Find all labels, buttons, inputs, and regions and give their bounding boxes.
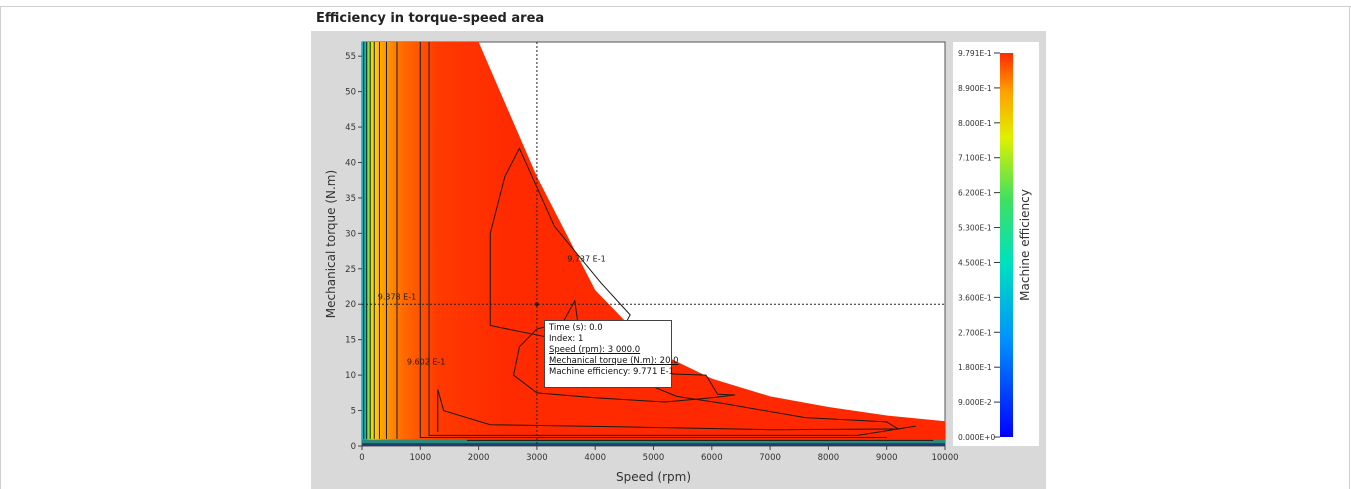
colorbar-tick-label: 6.200E-1 xyxy=(958,189,992,198)
y-tick-label: 5 xyxy=(351,407,356,417)
x-tick-label: 0 xyxy=(359,453,364,463)
colorbar-tick-label: 5.300E-1 xyxy=(958,224,992,233)
colorbar-tick-label: 7.100E-1 xyxy=(958,154,992,163)
x-tick-label: 1000 xyxy=(409,453,431,463)
y-tick-label: 50 xyxy=(345,88,356,98)
colorbar-tick-label: 9.000E-2 xyxy=(958,398,992,407)
tooltip-torque: Mechanical torque (N.m): 20.0 xyxy=(549,356,679,366)
y-tick-label: 0 xyxy=(351,442,356,452)
x-tick-label: 10000 xyxy=(931,453,958,463)
colorbar-tick-label: 8.000E-1 xyxy=(958,119,992,128)
colorbar-tick-label: 8.900E-1 xyxy=(958,84,992,93)
colorbar-label: Machine efficiency xyxy=(1018,189,1032,301)
colorbar-gradient xyxy=(1000,53,1013,437)
chart-title: Efficiency in torque-speed area xyxy=(316,11,545,26)
efficiency-contour xyxy=(428,42,916,436)
tooltip-time: Time (s): 0.0 xyxy=(549,323,603,333)
x-tick-label: 4000 xyxy=(584,453,606,463)
y-tick-label: 40 xyxy=(345,158,356,168)
efficiency-contour xyxy=(437,381,901,432)
x-tick-label: 6000 xyxy=(701,453,723,463)
tooltip-index: Index: 1 xyxy=(549,334,584,344)
colorbar-tick-label: 4.500E-1 xyxy=(958,258,992,267)
colorbar-tick-label: 3.600E-1 xyxy=(958,293,992,302)
y-tick-label: 15 xyxy=(345,336,356,346)
colorbar-tick-label: 2.700E-1 xyxy=(958,328,992,337)
y-tick-label: 55 xyxy=(345,52,356,62)
x-tick-label: 9000 xyxy=(876,453,898,463)
y-tick-label: 35 xyxy=(345,194,356,204)
x-tick-label: 5000 xyxy=(643,453,665,463)
colorbar-tick-label: 0.000E+0 xyxy=(958,433,995,442)
efficiency-contour xyxy=(419,42,887,438)
y-tick-label: 25 xyxy=(345,265,356,275)
frame-top-line xyxy=(0,6,1351,7)
contour-label: 9.602 E-1 xyxy=(407,357,445,366)
colorbar-panel xyxy=(953,42,1039,446)
frame-left-border xyxy=(0,6,1,489)
efficiency-fill xyxy=(362,42,945,446)
contour-label: 9.737 E-1 xyxy=(567,255,605,264)
x-tick-label: 2000 xyxy=(468,453,490,463)
low-torque-band xyxy=(362,439,945,446)
x-axis-label: Speed (rpm) xyxy=(616,470,691,484)
x-tick-label: 3000 xyxy=(526,453,548,463)
tooltip-efficiency: Machine efficiency: 9.771 E-1 xyxy=(549,367,674,377)
x-tick-label: 8000 xyxy=(818,453,840,463)
low-torque-band-dark xyxy=(362,443,945,446)
y-tick-label: 10 xyxy=(345,371,356,381)
y-tick-label: 45 xyxy=(345,123,356,133)
tooltip-speed: Speed (rpm): 3 000.0 xyxy=(549,345,641,355)
colorbar-tick-label: 9.791E-1 xyxy=(958,49,992,58)
cursor-point[interactable] xyxy=(534,302,539,307)
cursor-tooltip: Time (s): 0.0 Index: 1 Speed (rpm): 3 00… xyxy=(544,320,679,388)
contour-label: 9.378 E-1 xyxy=(378,292,416,301)
x-tick-label: 7000 xyxy=(759,453,781,463)
y-tick-label: 20 xyxy=(345,300,356,310)
y-tick-label: 30 xyxy=(345,229,356,239)
frame-right-border xyxy=(1349,6,1350,489)
y-axis-label: Mechanical torque (N.m) xyxy=(324,170,338,318)
colorbar-tick-label: 1.800E-1 xyxy=(958,363,992,372)
